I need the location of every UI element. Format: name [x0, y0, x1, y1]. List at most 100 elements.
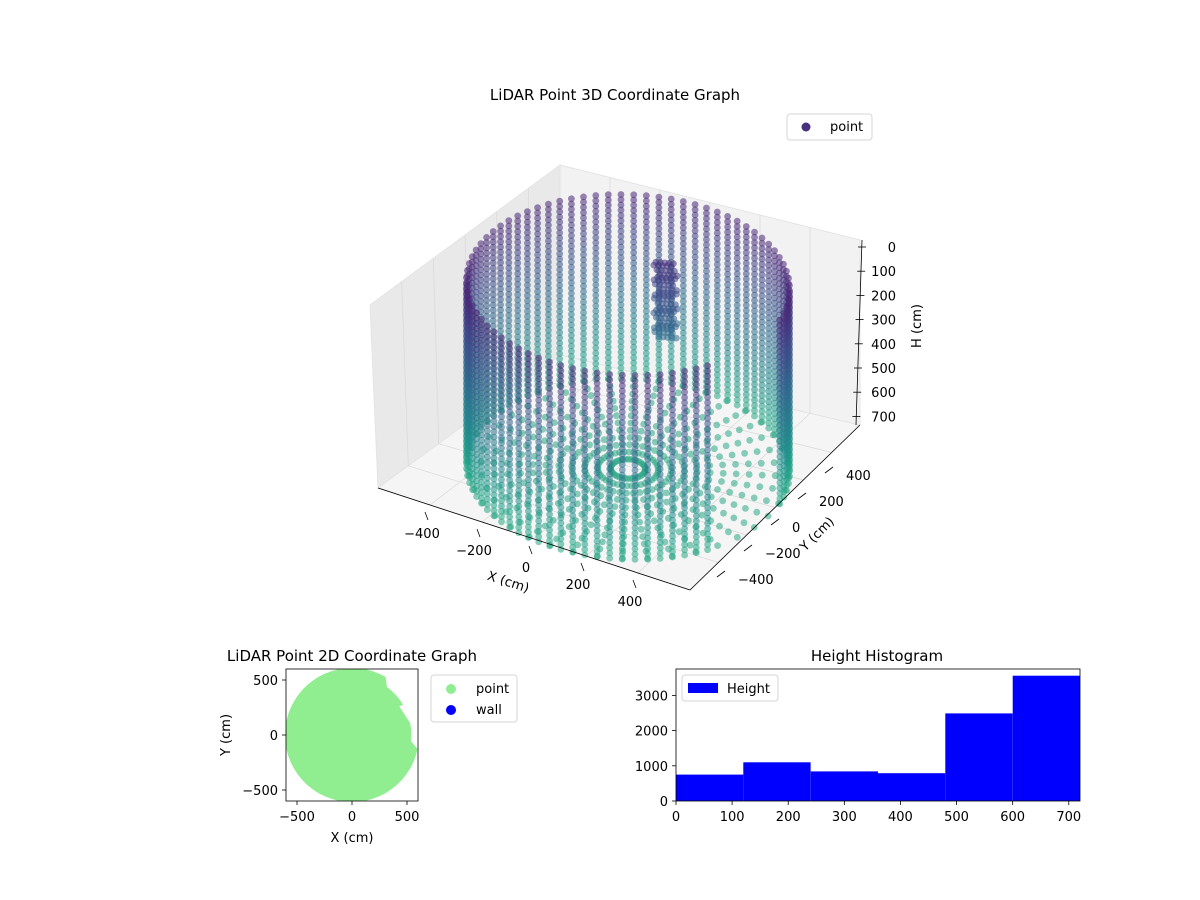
- point-marker: [483, 281, 490, 289]
- point-marker: [618, 555, 626, 563]
- point-marker: [758, 260, 766, 268]
- point-marker: [631, 398, 639, 406]
- point-marker: [556, 344, 564, 352]
- point-marker: [524, 287, 531, 294]
- chart-histogram: Height Histogram 0 100 200 300 400 500 600 7000…: [635, 647, 1081, 825]
- point-marker: [489, 291, 497, 298]
- point-marker: [498, 434, 505, 442]
- point-marker: [545, 211, 552, 219]
- point-marker: [751, 270, 758, 278]
- point-marker: [765, 377, 773, 385]
- point-marker: [691, 243, 699, 250]
- point-marker: [557, 535, 565, 543]
- point-marker: [751, 381, 758, 388]
- point-marker: [704, 399, 711, 406]
- point-marker: [506, 345, 514, 353]
- point-marker: [691, 311, 699, 319]
- point-marker: [722, 442, 730, 450]
- point-marker: [742, 370, 750, 377]
- point-marker: [765, 398, 773, 406]
- point-marker: [545, 216, 552, 224]
- point-marker: [715, 403, 723, 410]
- point-marker: [724, 312, 731, 320]
- point-marker: [514, 296, 522, 304]
- point-marker: [505, 327, 513, 335]
- point-marker: [535, 465, 543, 472]
- point-marker: [593, 516, 601, 524]
- point-marker: [545, 347, 552, 355]
- point-marker: [776, 474, 784, 481]
- point-marker: [535, 401, 543, 409]
- y-tick-label: 0: [792, 521, 800, 536]
- point-marker: [581, 441, 589, 448]
- point-marker: [724, 265, 731, 273]
- point-marker: [604, 212, 612, 220]
- point-marker: [667, 211, 675, 219]
- point-marker: [618, 508, 626, 516]
- point-marker: [483, 411, 491, 419]
- point-marker: [713, 360, 721, 368]
- point-marker: [525, 513, 532, 520]
- point-marker: [751, 375, 758, 383]
- point-marker: [642, 208, 650, 215]
- point-marker: [667, 248, 675, 256]
- point-marker: [724, 318, 731, 325]
- point-marker: [524, 276, 531, 284]
- y-tick-label-histogram: 0: [660, 795, 668, 810]
- point-marker: [557, 440, 565, 448]
- point-marker: [617, 338, 625, 345]
- point-marker: [679, 213, 687, 221]
- point-marker: [581, 425, 589, 433]
- point-marker: [546, 421, 553, 429]
- point-marker: [478, 405, 485, 412]
- point-marker: [604, 359, 612, 367]
- point-marker: [656, 486, 664, 494]
- point-marker: [618, 534, 626, 542]
- point-marker: [733, 286, 741, 293]
- point-marker: [478, 473, 485, 481]
- point-marker: [642, 355, 650, 362]
- point-marker: [557, 388, 565, 396]
- point-marker: [765, 419, 773, 427]
- point-marker: [556, 339, 564, 347]
- plot-2d-area: [286, 669, 418, 801]
- point-marker: [691, 290, 699, 298]
- point-marker: [681, 472, 688, 480]
- point-marker: [637, 427, 645, 435]
- point-marker: [630, 359, 638, 367]
- point-marker: [644, 545, 652, 553]
- point-marker: [758, 255, 766, 263]
- point-marker: [704, 467, 711, 475]
- point-marker: [642, 349, 650, 357]
- point-marker: [691, 358, 699, 366]
- point-marker: [505, 264, 513, 272]
- point-marker: [581, 383, 589, 391]
- point-marker: [669, 501, 676, 508]
- point-marker: [581, 509, 589, 517]
- point-marker: [534, 298, 541, 306]
- point-marker: [604, 201, 612, 209]
- point-marker: [545, 326, 552, 334]
- point-marker: [776, 463, 784, 471]
- point-marker: [692, 391, 700, 399]
- point-marker: [644, 445, 652, 453]
- point-marker: [464, 267, 471, 274]
- point-marker: [515, 518, 523, 526]
- point-marker: [679, 234, 687, 242]
- point-marker: [692, 449, 700, 457]
- point-marker: [478, 347, 485, 355]
- point-marker: [569, 386, 577, 393]
- point-marker: [535, 370, 543, 378]
- x-tick-label-histogram: 500: [944, 810, 969, 825]
- point-marker: [534, 251, 541, 259]
- point-marker: [592, 239, 600, 247]
- point-marker: [656, 481, 664, 489]
- point-marker: [625, 448, 633, 456]
- point-marker: [618, 450, 626, 458]
- point-marker: [751, 386, 758, 394]
- point-marker: [506, 487, 514, 494]
- point-marker: [733, 396, 741, 404]
- point-marker: [703, 246, 710, 254]
- point-marker: [765, 246, 773, 253]
- point-marker: [514, 322, 522, 330]
